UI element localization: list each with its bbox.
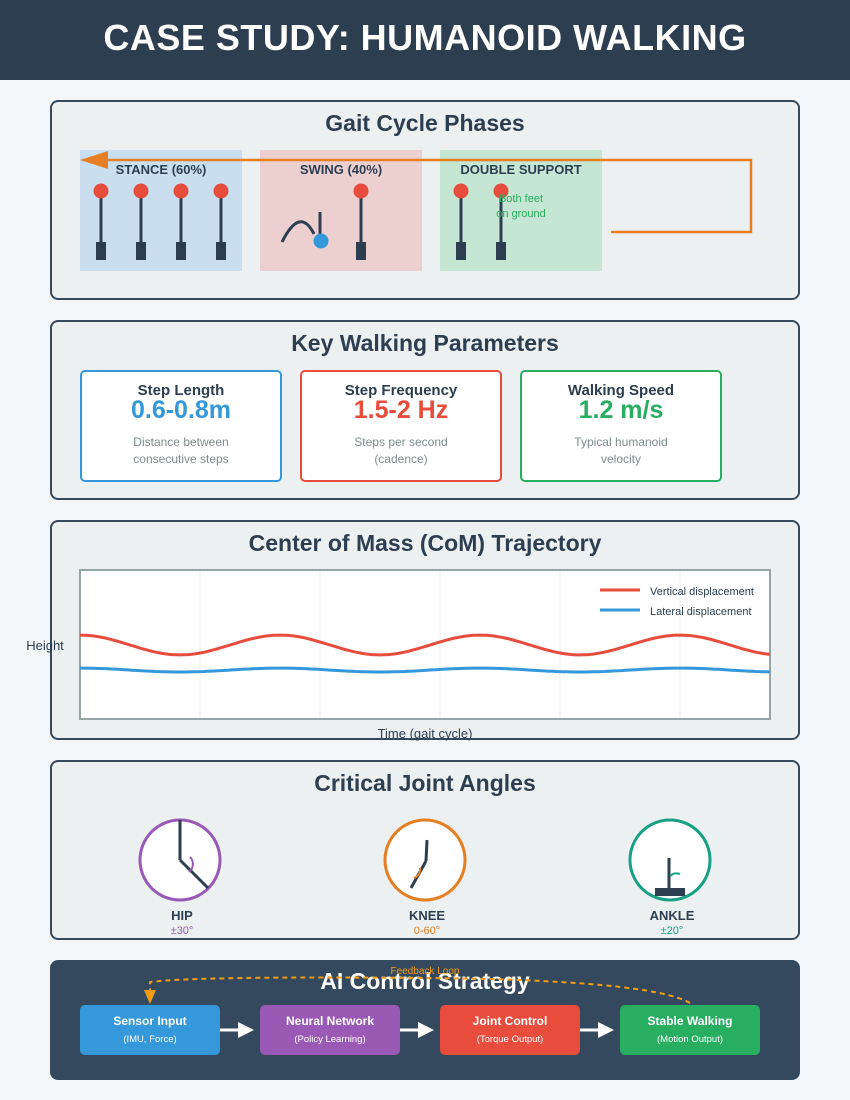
- gait-panel-title: Gait Cycle Phases: [325, 110, 525, 136]
- param-value: 1.2 m/s: [578, 396, 664, 424]
- ai-step-title: Sensor Input: [113, 1014, 187, 1028]
- param-title: Step Length: [137, 382, 225, 399]
- param-title: Walking Speed: [567, 382, 675, 399]
- param-desc-line2: velocity: [600, 452, 641, 466]
- knee-joint-label: KNEE: [408, 908, 446, 923]
- param-title: Step Frequency: [344, 382, 458, 399]
- stance-legs: [93, 183, 229, 260]
- ai-step-subtitle: (Torque Output): [476, 1034, 544, 1045]
- walking-parameters-panel: Key Walking Parameters Step Length 0.6-0…: [50, 320, 800, 500]
- gait-cycle-panel: Gait Cycle Phases STANCE (60%) SWING (40…: [50, 100, 800, 300]
- param-desc-line1: Typical humanoid: [574, 435, 668, 449]
- joint-angles-panel: Critical Joint Angles HIP ±30° KNEE 0-60…: [50, 760, 800, 940]
- cycle-arrowhead-icon: [80, 151, 108, 169]
- stance-leg-1: [93, 183, 109, 260]
- param-value: 1.5-2 Hz: [353, 396, 449, 424]
- swing-leg-support: [353, 183, 369, 260]
- double-support-note-line1: Both feet: [499, 193, 543, 205]
- ankle-joint-label: ANKLE: [649, 908, 695, 923]
- swing-label: SWING (40%): [299, 162, 383, 177]
- neural-network-box: Neural Network (Policy Learning): [260, 1005, 400, 1055]
- double-support-leg-1: [453, 183, 469, 260]
- com-trajectory-panel: Center of Mass (CoM) Trajectory: [50, 520, 800, 740]
- param-description: Steps per second (cadence): [322, 434, 480, 468]
- hip-joint-label: HIP: [171, 908, 193, 923]
- arrow-down-icon: [144, 990, 156, 1004]
- ai-step-title: Stable Walking: [647, 1014, 733, 1028]
- double-support-label: DOUBLE SUPPORT: [460, 162, 582, 177]
- swing-leg-moving: [280, 212, 329, 249]
- ai-step-subtitle: (IMU, Force): [123, 1034, 177, 1045]
- param-desc-line2: consecutive steps: [133, 452, 229, 466]
- flow-arrow-3: [580, 1022, 614, 1038]
- step-frequency-card: Step Frequency 1.5-2 Hz Steps per second…: [300, 370, 502, 482]
- param-value: 0.6-0.8m: [130, 396, 232, 424]
- ai-control-panel: AI Control Strategy Sensor Input (IMU, F…: [50, 960, 800, 1080]
- step-length-card: Step Length 0.6-0.8m Distance between co…: [80, 370, 282, 482]
- cycle-arrow: [80, 151, 753, 234]
- header-bar: CASE STUDY: HUMANOID WALKING: [0, 0, 850, 80]
- ankle-joint-range: ±20°: [660, 925, 684, 937]
- param-desc-line2: (cadence): [374, 452, 428, 466]
- feedback-loop-label: Feedback Loop: [391, 966, 460, 977]
- swing-legs: [280, 183, 369, 260]
- sensor-input-box: Sensor Input (IMU, Force): [80, 1005, 220, 1055]
- hip-joint-range: ±30°: [170, 925, 194, 937]
- stance-label: STANCE (60%): [115, 162, 207, 177]
- stance-leg-4: [213, 183, 229, 260]
- ai-step-title: Neural Network: [285, 1014, 375, 1028]
- arrow-right-icon: [598, 1022, 614, 1038]
- flow-arrow-1: [220, 1022, 254, 1038]
- stable-walking-box: Stable Walking (Motion Output): [620, 1005, 760, 1055]
- param-description: Distance between consecutive steps: [102, 434, 260, 468]
- ai-step-title: Joint Control: [472, 1014, 548, 1028]
- joints-panel-title: Critical Joint Angles: [314, 770, 536, 796]
- double-support-leg-2: [493, 183, 509, 260]
- stance-leg-2: [133, 183, 149, 260]
- feedback-loop-arrow: [144, 976, 691, 1004]
- swing-phase-box: SWING (40%): [260, 150, 422, 271]
- stance-phase-box: STANCE (60%): [80, 150, 242, 271]
- joint-control-box: Joint Control (Torque Output): [440, 1005, 580, 1055]
- ai-step-subtitle: (Motion Output): [657, 1034, 723, 1045]
- double-support-phase-box: DOUBLE SUPPORT: [440, 150, 602, 271]
- arrow-right-icon: [238, 1022, 254, 1038]
- double-support-note-line2: on ground: [496, 208, 546, 220]
- double-support-legs: [453, 183, 509, 260]
- page-title: CASE STUDY: HUMANOID WALKING: [103, 17, 747, 58]
- param-desc-line1: Distance between: [133, 435, 229, 449]
- arrow-right-icon: [418, 1022, 434, 1038]
- param-description: Typical humanoid velocity: [542, 434, 700, 468]
- param-desc-line1: Steps per second: [354, 435, 448, 449]
- knee-joint-range: 0-60°: [413, 925, 441, 937]
- ai-step-subtitle: (Policy Learning): [294, 1034, 366, 1045]
- gait-diagram-svg: Both feet on ground: [80, 151, 753, 260]
- walking-speed-card: Walking Speed 1.2 m/s Typical humanoid v…: [520, 370, 722, 482]
- parameters-panel-title: Key Walking Parameters: [291, 330, 559, 356]
- ai-flow-arrows-svg: Feedback Loop: [144, 966, 691, 1038]
- com-panel-title: Center of Mass (CoM) Trajectory: [248, 530, 602, 556]
- stance-leg-3: [173, 183, 189, 260]
- flow-arrow-2: [400, 1022, 434, 1038]
- ai-panel-title: AI Control Strategy: [320, 968, 530, 994]
